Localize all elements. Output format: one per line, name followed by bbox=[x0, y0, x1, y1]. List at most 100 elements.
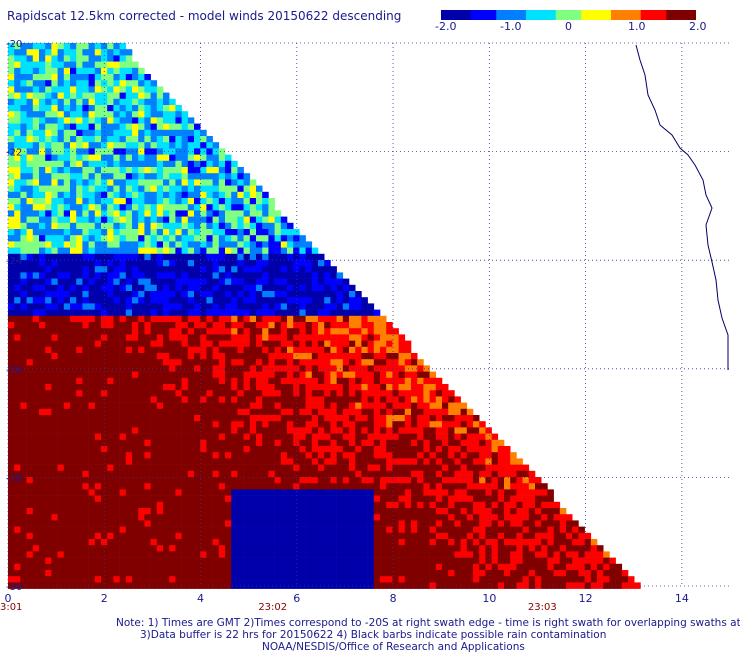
heatmap-cell bbox=[231, 495, 238, 503]
heatmap-cell bbox=[113, 427, 120, 434]
heatmap-cell bbox=[336, 377, 344, 385]
heatmap-cell bbox=[181, 247, 189, 255]
heatmap-cell bbox=[293, 526, 300, 534]
heatmap-cell bbox=[299, 365, 306, 372]
heatmap-cell bbox=[138, 136, 145, 143]
heatmap-cell bbox=[163, 458, 170, 465]
heatmap-cell bbox=[206, 396, 213, 403]
heatmap-cell bbox=[479, 439, 486, 447]
heatmap-cell bbox=[8, 105, 15, 112]
heatmap-cell bbox=[262, 427, 269, 434]
heatmap-cell bbox=[82, 98, 89, 106]
heatmap-cell bbox=[14, 408, 21, 416]
heatmap-cell bbox=[76, 191, 83, 199]
heatmap-cell bbox=[448, 452, 455, 459]
heatmap-cell bbox=[194, 266, 201, 273]
heatmap-cell bbox=[125, 539, 133, 546]
heatmap-cell bbox=[373, 421, 381, 428]
heatmap-cell bbox=[39, 191, 46, 199]
heatmap-cell bbox=[200, 384, 207, 391]
heatmap-cell bbox=[20, 154, 27, 162]
heatmap-cell bbox=[63, 260, 71, 267]
heatmap-cell bbox=[150, 98, 158, 106]
heatmap-cell bbox=[26, 439, 34, 447]
heatmap-cell bbox=[398, 340, 406, 348]
heatmap-cell bbox=[138, 545, 145, 552]
heatmap-cell bbox=[423, 390, 430, 397]
colorbar-swatch bbox=[683, 10, 689, 20]
heatmap-cell bbox=[169, 539, 176, 546]
heatmap-cell bbox=[156, 477, 164, 484]
heatmap-cell bbox=[125, 501, 133, 509]
heatmap-cell bbox=[163, 247, 170, 255]
heatmap-cell bbox=[107, 365, 114, 372]
heatmap-cell bbox=[63, 297, 71, 304]
colorbar-swatch bbox=[458, 10, 463, 20]
heatmap-cell bbox=[94, 501, 102, 509]
heatmap-cell bbox=[299, 384, 306, 391]
heatmap-cell bbox=[237, 514, 244, 521]
heatmap-cell bbox=[101, 241, 108, 248]
heatmap-cell bbox=[26, 458, 34, 465]
heatmap-cell bbox=[305, 346, 313, 354]
heatmap-cell bbox=[274, 545, 282, 552]
heatmap-cell bbox=[88, 334, 96, 341]
heatmap-cell bbox=[311, 532, 319, 540]
heatmap-cell bbox=[107, 80, 114, 87]
heatmap-cell bbox=[32, 421, 40, 428]
heatmap-cell bbox=[435, 464, 443, 472]
heatmap-cell bbox=[20, 309, 27, 317]
heatmap-cell bbox=[218, 284, 226, 292]
heatmap-cell bbox=[187, 483, 195, 490]
heatmap-cell bbox=[212, 427, 220, 434]
heatmap-cell bbox=[299, 458, 306, 465]
heatmap-cell bbox=[559, 526, 567, 534]
heatmap-cell bbox=[479, 483, 486, 490]
heatmap-cell bbox=[101, 198, 108, 205]
heatmap-cell bbox=[125, 508, 133, 515]
heatmap-cell bbox=[212, 359, 220, 366]
heatmap-cell bbox=[163, 129, 170, 137]
heatmap-cell bbox=[138, 365, 145, 372]
heatmap-cell bbox=[107, 297, 114, 304]
heatmap-cell bbox=[200, 278, 207, 286]
heatmap-cell bbox=[51, 179, 58, 186]
heatmap-cell bbox=[442, 421, 449, 428]
heatmap-cell bbox=[119, 284, 127, 292]
heatmap-cell bbox=[435, 495, 443, 503]
heatmap-cell bbox=[156, 452, 164, 459]
heatmap-cell bbox=[169, 470, 176, 478]
heatmap-cell bbox=[101, 284, 108, 292]
heatmap-cell bbox=[200, 526, 207, 534]
heatmap-cell bbox=[293, 235, 300, 242]
heatmap-cell bbox=[39, 557, 46, 565]
heatmap-cell bbox=[355, 297, 362, 304]
heatmap-cell bbox=[88, 464, 96, 472]
heatmap-cell bbox=[125, 173, 133, 180]
heatmap-cell bbox=[280, 284, 288, 292]
heatmap-cell bbox=[132, 167, 139, 174]
heatmap-cell bbox=[299, 427, 306, 434]
heatmap-cell bbox=[547, 495, 554, 503]
heatmap-cell bbox=[76, 148, 83, 155]
heatmap-cell bbox=[94, 495, 102, 503]
heatmap-cell bbox=[311, 291, 319, 298]
heatmap-cell bbox=[26, 359, 34, 366]
heatmap-cell bbox=[572, 545, 579, 552]
heatmap-cell bbox=[429, 501, 437, 509]
heatmap-cell bbox=[262, 501, 269, 509]
heatmap-cell bbox=[63, 328, 71, 335]
heatmap-cell bbox=[225, 433, 232, 441]
heatmap-cell bbox=[76, 557, 83, 565]
heatmap-cell bbox=[57, 377, 65, 385]
heatmap-cell bbox=[107, 353, 114, 360]
colorbar-swatch bbox=[530, 10, 536, 20]
heatmap-cell bbox=[293, 266, 300, 273]
heatmap-cell bbox=[287, 532, 294, 540]
heatmap-cell bbox=[386, 427, 393, 434]
heatmap-cell bbox=[541, 557, 548, 565]
heatmap-cell bbox=[262, 253, 269, 261]
heatmap-cell bbox=[572, 520, 579, 527]
heatmap-cell bbox=[299, 346, 306, 354]
heatmap-cell bbox=[442, 508, 449, 515]
